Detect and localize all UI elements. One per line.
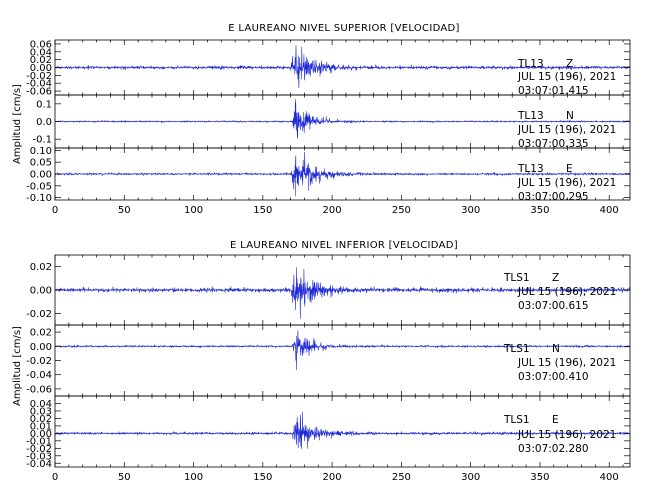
- y-tick-label: -0.02: [26, 356, 52, 367]
- x-tick-label: 350: [530, 472, 549, 483]
- y-tick-label: 0.1: [36, 99, 52, 110]
- y-tick-label: -0.1: [32, 135, 52, 146]
- date-label: JUL 15 (196), 2021: [517, 71, 616, 83]
- component-label: N: [566, 110, 574, 122]
- waveform-trace: [54, 99, 631, 139]
- x-tick-label: 400: [600, 472, 619, 483]
- y-tick-label: 0.00: [30, 170, 52, 181]
- y-tick-label: -0.02: [26, 309, 52, 320]
- y-tick-label: 0.02: [30, 55, 52, 66]
- time-label: 03:07:00.295: [518, 191, 589, 203]
- panel-tl13-n: TL13 N JUL 15 (196), 2021 03:07:00.335 -…: [32, 94, 631, 150]
- chart-nivel-inferior: E LAUREANO NIVEL INFERIOR [VELOCIDAD] Am…: [12, 240, 631, 483]
- x-tick-label: 200: [323, 472, 342, 483]
- x-tick-label: 50: [118, 205, 131, 216]
- y-tick-label: -0.10: [26, 193, 52, 204]
- y-tick-label: -0.04: [26, 79, 52, 90]
- x-tick-label: 150: [253, 205, 272, 216]
- panel-tls1-z: TLS1 Z JUL 15 (196), 2021 03:07:00.615 -…: [26, 254, 631, 326]
- chart-title: E LAUREANO NIVEL INFERIOR [VELOCIDAD]: [230, 240, 458, 251]
- station-component-label: TLS1: [503, 272, 530, 284]
- time-label: 03:07:01.415: [518, 85, 589, 97]
- y-tick-label: 0.02: [30, 262, 52, 273]
- station-component-label: TLS1: [503, 343, 530, 355]
- y-tick-label: 0.02: [30, 414, 52, 425]
- date-label: JUL 15 (196), 2021: [517, 357, 616, 369]
- y-tick-label: -0.06: [26, 87, 52, 98]
- date-label: JUL 15 (196), 2021: [517, 286, 616, 298]
- x-tick-label: 250: [392, 472, 411, 483]
- y-axis-label: Amplitud [cm/s]: [12, 84, 23, 164]
- x-axis: 0 50 100 150 200 250 300 350 400: [52, 472, 619, 483]
- time-label: 03:07:02.280: [518, 443, 589, 455]
- x-axis: 0 50 100 150 200 250 300 350 400: [52, 205, 619, 216]
- y-tick-label: 0.0: [36, 117, 52, 128]
- x-tick-label: 100: [184, 472, 203, 483]
- panel-tls1-n: TLS1 N JUL 15 (196), 2021 03:07:00.410 -…: [26, 324, 631, 397]
- y-tick-label: -0.04: [26, 459, 52, 470]
- y-tick-label: -0.01: [26, 436, 52, 447]
- y-tick-label: -0.02: [26, 444, 52, 455]
- y-tick-label: 0.04: [30, 399, 52, 410]
- x-tick-label: 100: [184, 205, 203, 216]
- y-tick-label: 0.00: [30, 286, 52, 297]
- y-tick-label: 0.03: [30, 406, 52, 417]
- x-tick-label: 0: [52, 205, 58, 216]
- y-tick-label: 0.01: [30, 421, 52, 432]
- y-tick-label: -0.03: [26, 451, 52, 462]
- station-component-label: TL13: [517, 58, 544, 70]
- component-label: N: [552, 343, 560, 355]
- x-tick-label: 50: [118, 472, 131, 483]
- x-tick-label: 150: [253, 472, 272, 483]
- panel-frame: [54, 395, 631, 468]
- panel-tl13-z: TL13 Z JUL 15 (196), 2021 03:07:01.415 -…: [26, 39, 631, 98]
- y-tick-label: 0.04: [30, 47, 52, 58]
- x-tick-label: 250: [392, 205, 411, 216]
- y-tick-label: -0.05: [26, 181, 52, 192]
- x-tick-label: 200: [323, 205, 342, 216]
- y-tick-label: 0.10: [30, 146, 52, 157]
- chart-title: E LAUREANO NIVEL SUPERIOR [VELOCIDAD]: [228, 23, 460, 34]
- y-tick-label: 0.00: [30, 342, 52, 353]
- station-component-label: TL13: [517, 110, 544, 122]
- component-label: Z: [552, 272, 559, 284]
- time-label: 03:07:00.410: [518, 371, 589, 383]
- date-label: JUL 15 (196), 2021: [517, 429, 616, 441]
- x-tick-label: 350: [530, 205, 549, 216]
- panel-tl13-e: TL13 E JUL 15 (196), 2021 03:07:00.295 -…: [26, 146, 631, 204]
- y-tick-label: -0.06: [26, 384, 52, 395]
- y-tick-label: -0.04: [26, 370, 52, 381]
- time-label: 03:07:00.615: [518, 300, 589, 312]
- date-label: JUL 15 (196), 2021: [517, 124, 616, 136]
- x-tick-label: 300: [461, 472, 480, 483]
- waveform-trace: [54, 45, 631, 88]
- waveform-trace: [54, 267, 631, 319]
- y-tick-label: 0.00: [30, 63, 52, 74]
- y-tick-label: -0.02: [26, 71, 52, 82]
- component-label: E: [552, 414, 559, 426]
- chart-nivel-superior: E LAUREANO NIVEL SUPERIOR [VELOCIDAD] Am…: [12, 23, 631, 216]
- panel-tls1-e: TLS1 E JUL 15 (196), 2021 03:07:02.280 -…: [26, 395, 631, 470]
- y-tick-label: 0.02: [30, 328, 52, 339]
- component-label: E: [566, 163, 573, 175]
- waveform-trace: [54, 151, 631, 197]
- x-tick-label: 400: [600, 205, 619, 216]
- station-component-label: TL13: [517, 163, 544, 175]
- station-component-label: TLS1: [503, 414, 530, 426]
- y-tick-label: 0.05: [30, 158, 52, 169]
- waveform-trace: [54, 411, 631, 449]
- y-tick-label: 0.06: [30, 39, 52, 50]
- waveform-trace: [54, 330, 631, 371]
- y-tick-label: 0.00: [30, 429, 52, 440]
- date-label: JUL 15 (196), 2021: [517, 177, 616, 189]
- time-label: 03:07:00.335: [518, 138, 589, 150]
- component-label: Z: [566, 58, 573, 70]
- x-tick-label: 0: [52, 472, 58, 483]
- y-axis-label: Amplitud [cm/s]: [12, 326, 23, 406]
- x-tick-label: 300: [461, 205, 480, 216]
